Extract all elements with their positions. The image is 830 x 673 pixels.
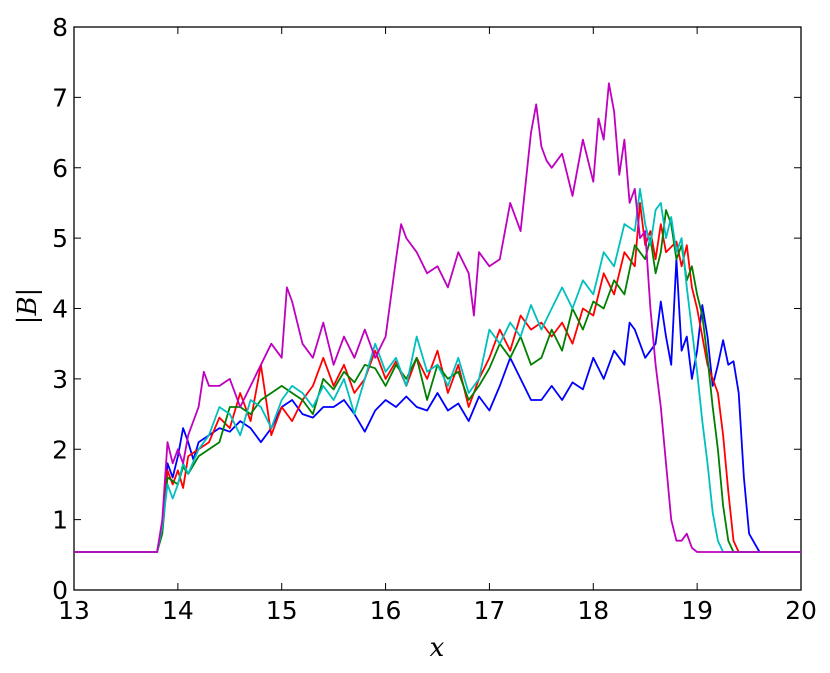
y-tick-label: 1: [52, 506, 68, 535]
x-tick-label: 15: [266, 596, 298, 625]
plot-frame: [73, 26, 802, 591]
series-line-3: [74, 209, 801, 553]
x-tick-label: 19: [681, 596, 713, 625]
x-tick-label: 16: [370, 596, 402, 625]
x-tick-label: 20: [785, 596, 817, 625]
x-axis-label: x: [430, 633, 445, 663]
y-tick-labels: 0 1 2 3 4 5 6 7 8: [52, 13, 68, 605]
y-tick-label: 6: [52, 154, 68, 183]
series-line-4: [74, 187, 801, 553]
x-tick-label: 17: [474, 596, 506, 625]
y-tick-label: 5: [52, 224, 68, 253]
x-tick-label: 14: [162, 596, 194, 625]
y-tick-label: 4: [52, 295, 68, 324]
y-tick-label: 3: [52, 365, 68, 394]
series-line-1: [74, 258, 801, 553]
y-tick-label: 7: [52, 83, 68, 112]
plot-area: [73, 26, 802, 591]
x-tick-labels: 13 14 15 16 17 18 19 20: [58, 596, 817, 625]
series-line-5: [74, 82, 801, 553]
x-tick-label: 13: [58, 596, 90, 625]
y-tick-label: 0: [52, 576, 68, 605]
x-tick-label: 18: [577, 596, 609, 625]
tick-marks: [73, 26, 802, 591]
y-tick-label: 2: [52, 435, 68, 464]
series-layer: [74, 82, 801, 553]
y-axis-label: |B|: [13, 288, 43, 325]
y-tick-label: 8: [52, 13, 68, 42]
